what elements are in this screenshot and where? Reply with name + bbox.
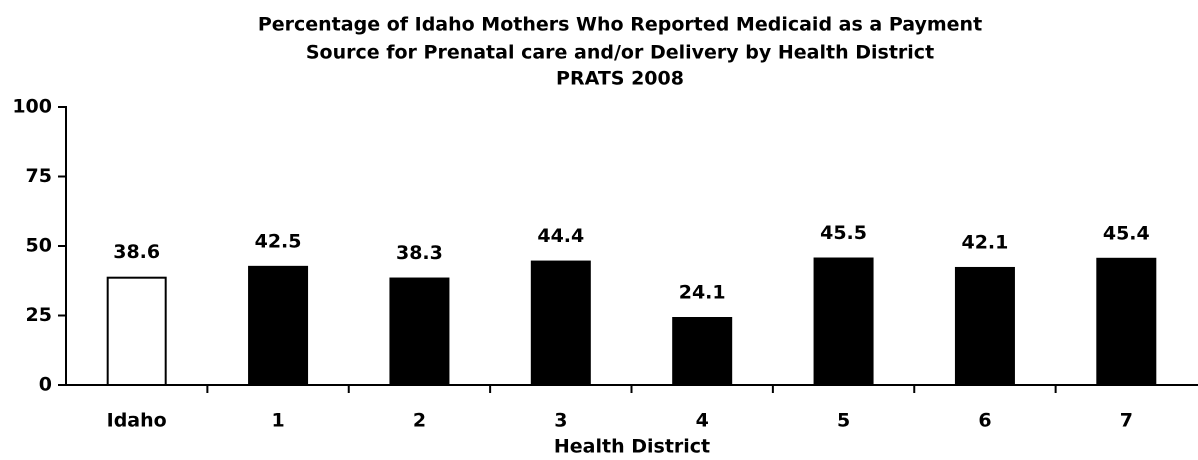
x-tick-label: 6 bbox=[978, 410, 991, 432]
y-tick-label: 100 bbox=[12, 96, 52, 118]
y-tick-label: 25 bbox=[26, 304, 52, 326]
x-tick-label: 1 bbox=[271, 410, 284, 432]
data-label: 44.4 bbox=[537, 225, 584, 247]
y-tick-label: 50 bbox=[26, 235, 52, 257]
x-tick-label: 5 bbox=[837, 410, 850, 432]
y-tick-label: 75 bbox=[26, 165, 52, 187]
data-label: 38.3 bbox=[396, 242, 443, 264]
bar bbox=[954, 266, 1015, 387]
x-tick-label: 7 bbox=[1120, 410, 1133, 432]
bar bbox=[813, 257, 874, 387]
bar bbox=[248, 265, 309, 387]
bar bbox=[389, 277, 450, 386]
chart-title: Source for Prenatal care and/or Delivery… bbox=[306, 42, 934, 64]
x-tick-label: 3 bbox=[554, 410, 567, 432]
bar bbox=[1096, 257, 1157, 386]
data-label: 24.1 bbox=[679, 282, 726, 304]
data-label: 42.5 bbox=[255, 230, 302, 252]
x-tick-label: Idaho bbox=[107, 410, 167, 432]
x-axis-label: Health District bbox=[554, 436, 710, 458]
x-tick-label: 4 bbox=[696, 410, 709, 432]
data-label: 42.1 bbox=[961, 231, 1008, 253]
x-tick-label: 2 bbox=[413, 410, 426, 432]
chart-title: Percentage of Idaho Mothers Who Reported… bbox=[258, 14, 982, 36]
y-tick-label: 0 bbox=[39, 374, 52, 396]
bar bbox=[106, 276, 167, 386]
data-label: 45.4 bbox=[1103, 222, 1150, 244]
data-label: 45.5 bbox=[820, 222, 867, 244]
data-label: 38.6 bbox=[113, 241, 160, 263]
bar bbox=[672, 317, 733, 387]
chart-title: PRATS 2008 bbox=[556, 68, 684, 90]
bar bbox=[530, 260, 591, 386]
